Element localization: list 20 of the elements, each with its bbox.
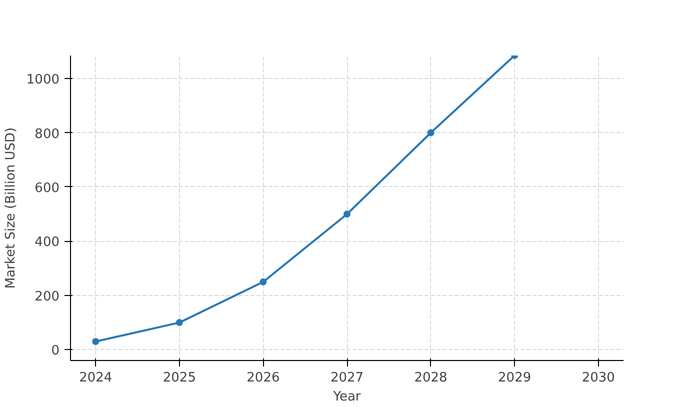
y-tick-label: 1000 (26, 72, 60, 88)
x-axis-title: Year (332, 390, 362, 404)
point (260, 278, 267, 286)
y-tick-label: 200 (34, 289, 60, 304)
x-tick-label: 2030 (582, 370, 615, 386)
y-tick-label: 400 (34, 235, 60, 250)
point (344, 210, 350, 218)
point (92, 338, 100, 346)
y-tick-label: 600 (34, 180, 60, 196)
x-tick-label: 2028 (414, 370, 448, 386)
point (427, 129, 434, 136)
x-tick-label: 2024 (79, 370, 112, 386)
y-tick-label: 0 (51, 344, 60, 359)
point (176, 319, 183, 326)
y-axis-title: Market Size (Billion USD) (3, 127, 18, 289)
x-tick-label: 2025 (162, 370, 196, 386)
y-tick-label: 800 (34, 126, 60, 142)
x-tick-label: 2027 (330, 370, 364, 386)
x-tick-label: 2026 (246, 370, 280, 386)
x-tick-label: 2029 (498, 370, 532, 386)
